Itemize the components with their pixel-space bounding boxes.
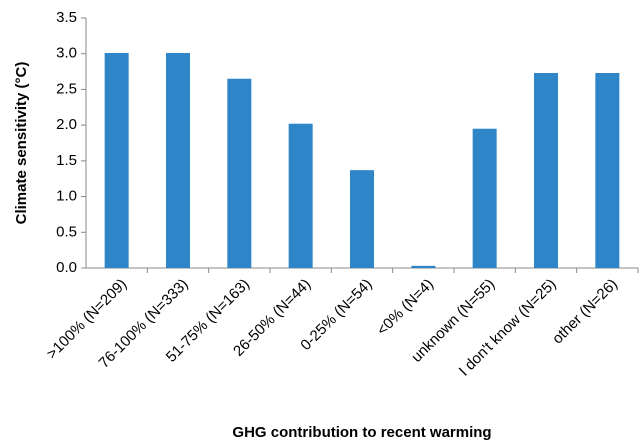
bar <box>288 123 313 268</box>
bar <box>104 53 129 268</box>
bar <box>472 128 497 268</box>
x-tick-label: other (N=26) <box>549 276 621 348</box>
y-tick-label: 0.0 <box>56 259 77 276</box>
bar <box>534 73 558 268</box>
bar <box>350 170 374 268</box>
x-axis-label: GHG contribution to recent warming <box>232 424 491 441</box>
y-axis-label: Climate sensitivity (°C) <box>13 62 30 225</box>
bar <box>411 265 436 268</box>
y-tick-label: 3.5 <box>56 9 77 26</box>
y-tick-label: 1.0 <box>56 188 77 205</box>
y-tick-label: 3.0 <box>56 45 77 62</box>
y-tick-label: 0.5 <box>56 223 77 240</box>
bar <box>227 78 252 268</box>
bar <box>595 73 620 268</box>
y-tick-label: 1.5 <box>56 152 77 169</box>
y-tick-label: 2.0 <box>56 116 77 133</box>
bar <box>166 53 190 268</box>
y-tick-label: 2.5 <box>56 80 77 97</box>
x-tick-label: <0% (N=4) <box>374 276 437 339</box>
